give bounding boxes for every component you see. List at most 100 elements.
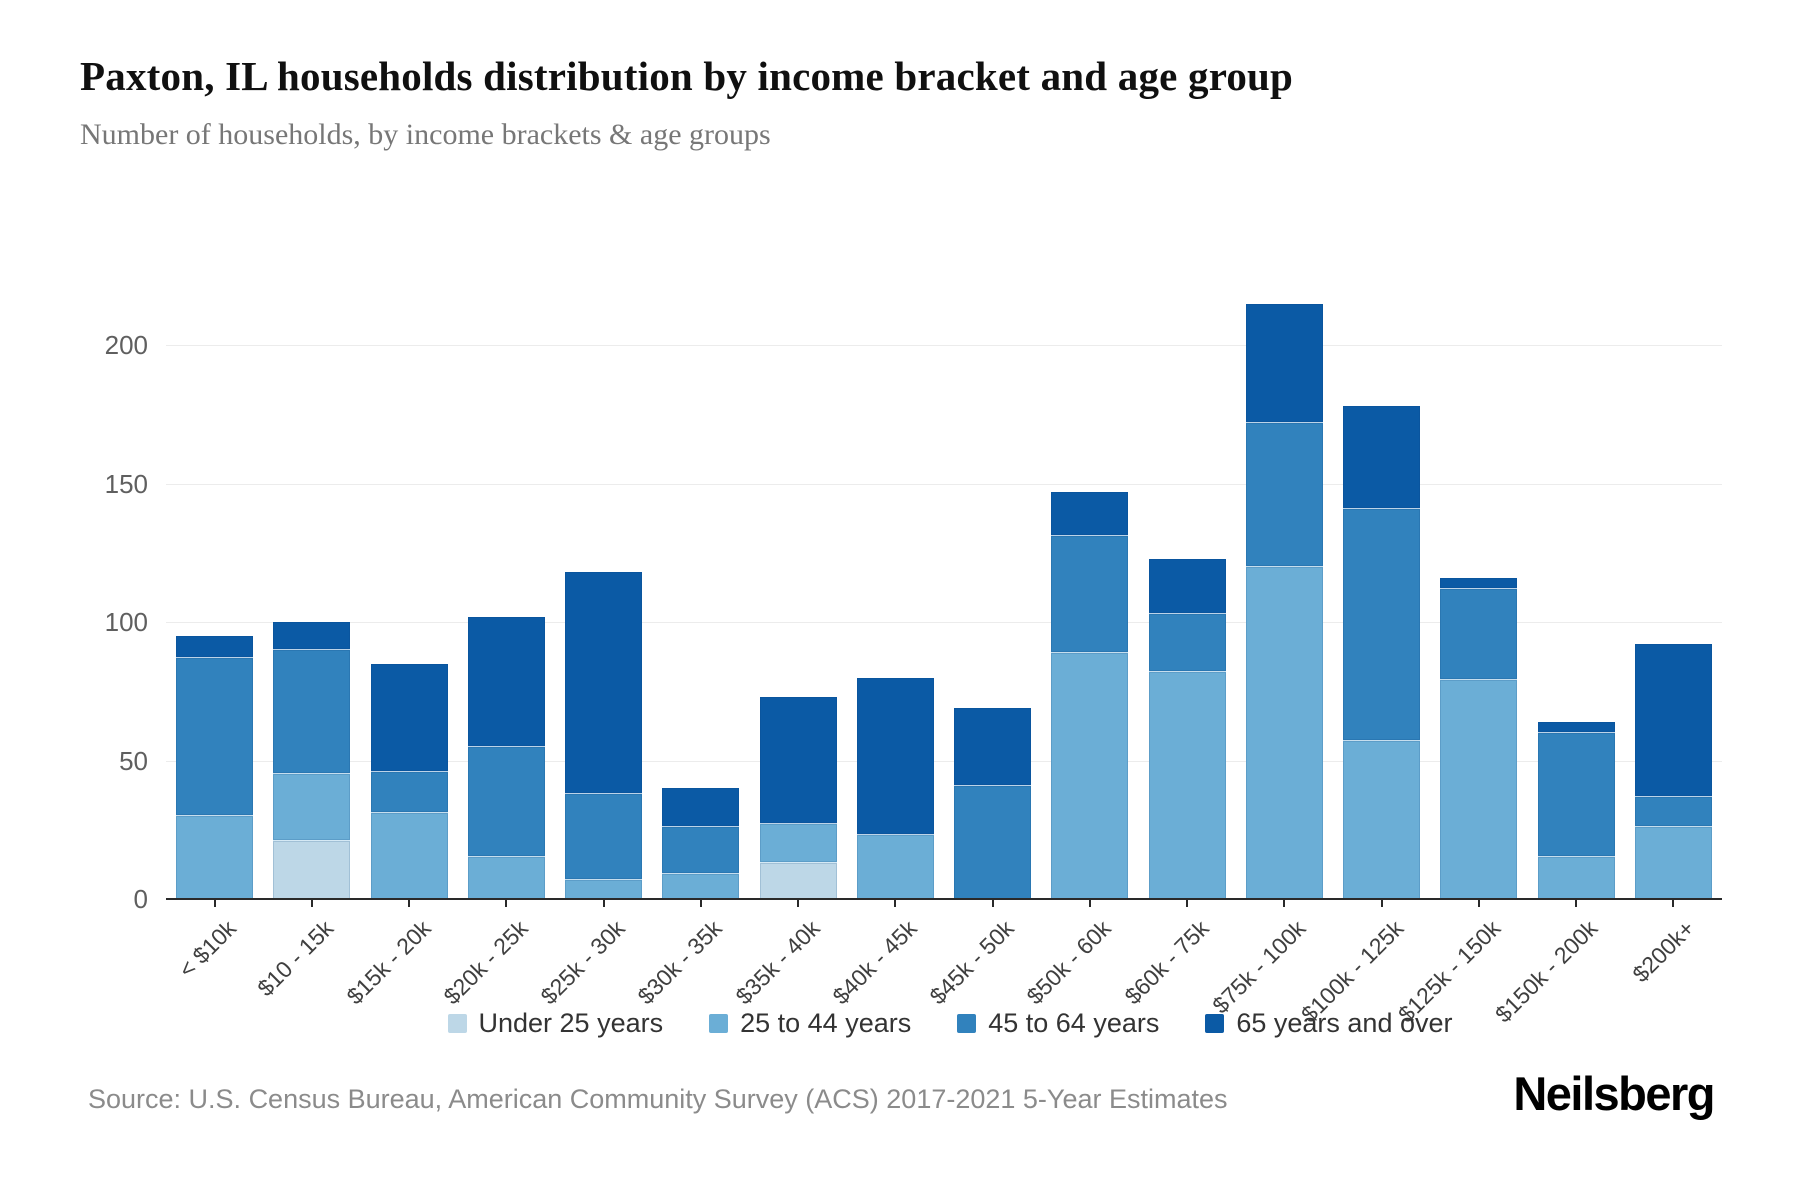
x-axis-tick xyxy=(797,899,800,907)
bar-segment[interactable] xyxy=(467,616,545,747)
bar-segment[interactable] xyxy=(954,708,1032,786)
y-axis-tick-label: 0 xyxy=(133,884,148,914)
bar-segment[interactable] xyxy=(954,785,1032,899)
legend-item-under-25-years[interactable]: Under 25 years xyxy=(447,1008,664,1039)
x-axis-tick-label: $75k - 100k xyxy=(1207,915,1311,1019)
x-axis-tick xyxy=(1088,899,1091,907)
x-axis-tick xyxy=(699,899,702,907)
x-axis-tick-label: $10 - 15k xyxy=(252,915,339,1002)
source-note: Source: U.S. Census Bureau, American Com… xyxy=(88,1084,1228,1114)
bar-75k-100k[interactable] xyxy=(1245,0,1323,899)
bar-segment[interactable] xyxy=(1148,613,1226,673)
bar-150k-200k[interactable] xyxy=(1537,0,1615,899)
bar-segment[interactable] xyxy=(759,863,837,899)
bar-segment[interactable] xyxy=(1245,422,1323,567)
chart-subtitle: Number of households, by income brackets… xyxy=(80,118,771,151)
bar-30k-35k[interactable] xyxy=(662,0,740,899)
bar-segment[interactable] xyxy=(1343,741,1421,899)
legend-swatch-icon xyxy=(447,1014,467,1033)
bar-200k+[interactable] xyxy=(1634,0,1712,899)
bar-segment[interactable] xyxy=(273,649,351,775)
x-axis-tick xyxy=(894,899,897,907)
bar-segment[interactable] xyxy=(662,827,740,875)
bar-segment[interactable] xyxy=(273,840,351,899)
bar-50k-60k[interactable] xyxy=(1051,0,1129,899)
bar-segment[interactable] xyxy=(1148,558,1226,614)
bar-10-15k[interactable] xyxy=(273,0,351,899)
bar-segment[interactable] xyxy=(759,824,837,864)
bar-35k-40k[interactable] xyxy=(759,0,837,899)
bar-segment[interactable] xyxy=(565,572,643,794)
bar-segment[interactable] xyxy=(1051,536,1129,653)
bar-segment[interactable] xyxy=(1245,566,1323,899)
bar-45k-50k[interactable] xyxy=(954,0,1032,899)
bar-100k-125k[interactable] xyxy=(1343,0,1421,899)
bar-segment[interactable] xyxy=(1343,406,1421,509)
x-axis-tick xyxy=(408,899,411,907)
x-axis-tick xyxy=(1672,899,1675,907)
legend-label: 65 years and over xyxy=(1236,1008,1453,1038)
bar-20k-25k[interactable] xyxy=(467,0,545,899)
bar-segment[interactable] xyxy=(467,746,545,858)
bar-segment[interactable] xyxy=(1634,796,1712,828)
gridline xyxy=(166,345,1722,347)
legend-item-25-to-44-years[interactable]: 25 to 44 years xyxy=(709,1008,911,1039)
bar-segment[interactable] xyxy=(176,658,254,816)
bar-segment[interactable] xyxy=(1440,588,1518,681)
bar-segment[interactable] xyxy=(565,793,643,880)
neilsberg-logo: Neilsberg xyxy=(1513,1067,1715,1120)
x-axis-tick-label: $15k - 20k xyxy=(341,915,436,1010)
x-axis-tick-label: $60k - 75k xyxy=(1119,915,1214,1010)
bar-segment[interactable] xyxy=(1343,508,1421,742)
chart-legend: Under 25 years 25 to 44 years 45 to 64 yea… xyxy=(100,1008,1800,1039)
bar-segment[interactable] xyxy=(1051,492,1129,537)
bar-segment[interactable] xyxy=(662,788,740,828)
legend-item-45-to-64-years[interactable]: 45 to 64 years xyxy=(957,1008,1159,1039)
legend-label: Under 25 years xyxy=(478,1008,664,1038)
x-axis-tick-label: < $10k xyxy=(173,915,242,983)
bar-segment[interactable] xyxy=(856,835,934,899)
bar-segment[interactable] xyxy=(370,663,448,772)
bar-segment[interactable] xyxy=(273,622,351,650)
x-axis-tick-label: $50k - 60k xyxy=(1021,915,1117,1010)
x-axis-tick-label: $35k - 40k xyxy=(730,915,825,1010)
x-axis-tick-label: $200k+ xyxy=(1627,915,1700,988)
bar-segment[interactable] xyxy=(856,677,934,836)
bar-segment[interactable] xyxy=(759,696,837,825)
x-axis-tick xyxy=(505,899,508,907)
bar-40k-45k[interactable] xyxy=(856,0,934,899)
bar-segment[interactable] xyxy=(176,636,254,659)
bar-segment[interactable] xyxy=(565,879,643,899)
legend-label: 45 to 64 years xyxy=(988,1008,1160,1038)
bar-segment[interactable] xyxy=(1440,577,1518,589)
bar-25k-30k[interactable] xyxy=(565,0,643,899)
bar-10k[interactable] xyxy=(176,0,254,899)
legend-item-65-years-and-over[interactable]: 65 years and over xyxy=(1205,1008,1453,1039)
y-axis-tick-label: 150 xyxy=(104,468,148,499)
bar-segment[interactable] xyxy=(176,815,254,899)
bar-segment[interactable] xyxy=(1634,827,1712,899)
bar-segment[interactable] xyxy=(273,774,351,841)
bar-segment[interactable] xyxy=(1537,721,1615,733)
x-axis-tick xyxy=(1283,899,1286,907)
bar-segment[interactable] xyxy=(370,771,448,814)
y-axis-tick-label: 50 xyxy=(119,745,148,776)
bar-segment[interactable] xyxy=(1051,652,1129,899)
legend-swatch-icon xyxy=(709,1014,729,1033)
bar-segment[interactable] xyxy=(1148,672,1226,899)
bar-segment[interactable] xyxy=(1634,644,1712,797)
x-axis-tick xyxy=(213,899,216,907)
x-axis-tick xyxy=(1186,899,1189,907)
bar-segment[interactable] xyxy=(370,813,448,899)
bar-segment[interactable] xyxy=(1440,680,1518,899)
bar-segment[interactable] xyxy=(1537,857,1615,899)
bar-125k-150k[interactable] xyxy=(1440,0,1518,899)
bar-segment[interactable] xyxy=(1245,303,1323,423)
bar-segment[interactable] xyxy=(1537,732,1615,858)
bar-segment[interactable] xyxy=(467,857,545,899)
bar-15k-20k[interactable] xyxy=(370,0,448,899)
bar-60k-75k[interactable] xyxy=(1148,0,1226,899)
bar-segment[interactable] xyxy=(662,874,740,899)
